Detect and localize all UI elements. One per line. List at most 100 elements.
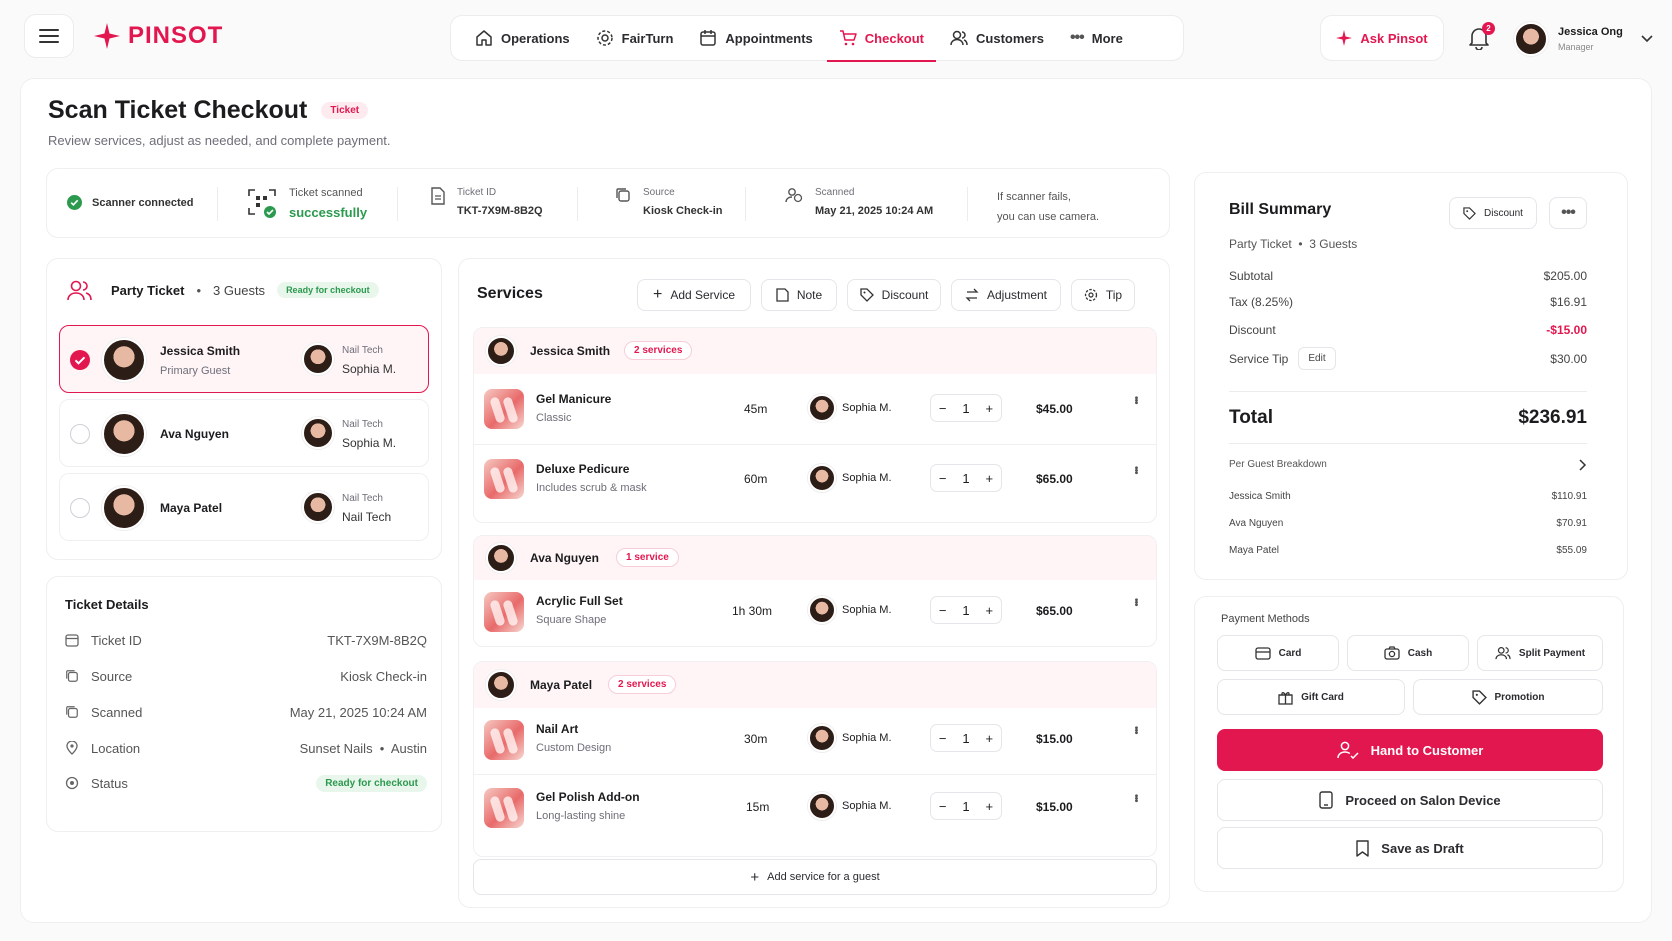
qr-scan-icon	[248, 189, 276, 218]
camera-icon	[1384, 646, 1400, 660]
breakdown-row: Maya Patel $55.09	[1229, 545, 1587, 556]
row-menu-icon[interactable]: •••	[1130, 466, 1141, 474]
ask-pinsot-button[interactable]: Ask Pinsot	[1320, 15, 1444, 61]
ready-badge: Ready for checkout	[277, 282, 379, 298]
row-menu-icon[interactable]: •••	[1130, 396, 1141, 404]
hand-to-customer-button[interactable]: Hand to Customer	[1217, 729, 1603, 771]
service-row[interactable]: Deluxe Pedicure Includes scrub & mask 60…	[474, 444, 1156, 514]
user-name: Jessica Ong	[1558, 26, 1623, 38]
status-circle-icon	[65, 776, 79, 790]
plus-button[interactable]: +	[985, 730, 994, 746]
calendar-icon	[700, 30, 717, 46]
add-service-for-guest-button[interactable]: + Add service for a guest	[473, 859, 1157, 895]
more-options-button[interactable]: •••	[1549, 197, 1587, 229]
guest-avatar	[102, 338, 146, 382]
radio-unselected[interactable]	[70, 424, 90, 444]
tech-avatar	[302, 417, 334, 449]
radio-unselected[interactable]	[70, 498, 90, 518]
service-row[interactable]: Gel Manicure Classic 45m Sophia M. −1 + $…	[474, 374, 1156, 444]
quantity-stepper[interactable]: −1 +	[930, 792, 1002, 820]
tip-button[interactable]: Tip	[1071, 279, 1135, 311]
bill-discount-button[interactable]: Discount	[1449, 197, 1537, 229]
ticket-id-info: Ticket ID TKT-7X9M-8B2Q	[431, 187, 543, 217]
nav-fairturn[interactable]: FairTurn	[584, 16, 686, 60]
tech-name[interactable]: Sophia M.	[842, 800, 892, 812]
note-button[interactable]: Note	[761, 279, 837, 311]
proceed-salon-device-button[interactable]: Proceed on Salon Device	[1217, 779, 1603, 821]
minus-button[interactable]: −	[938, 798, 947, 814]
guest-row[interactable]: Ava Nguyen Nail Tech Sophia M.	[59, 399, 429, 467]
adjustment-button[interactable]: Adjustment	[951, 279, 1061, 311]
service-thumbnail	[484, 720, 524, 760]
page-title: Scan Ticket Checkout	[48, 96, 308, 124]
service-row[interactable]: Acrylic Full Set Square Shape 1h 30m Sop…	[474, 580, 1156, 646]
selected-check-icon[interactable]	[70, 350, 90, 370]
service-group: Ava Nguyen 1 service Acrylic Full Set Sq…	[473, 535, 1157, 647]
service-duration: 60m	[744, 472, 768, 486]
tech-avatar	[808, 724, 836, 752]
discount-button[interactable]: Discount	[847, 279, 941, 311]
minus-button[interactable]: −	[938, 400, 947, 416]
tech-name[interactable]: Sophia M.	[842, 604, 892, 616]
tech-name[interactable]: Sophia M.	[842, 732, 892, 744]
guest-name: Jessica Smith	[160, 344, 241, 358]
cart-icon	[839, 30, 857, 46]
group-header: Jessica Smith 2 services	[474, 328, 1156, 374]
party-header: Party Ticket • 3 Guests Ready for checko…	[67, 279, 379, 301]
minus-button[interactable]: −	[938, 470, 947, 486]
menu-button[interactable]	[24, 14, 74, 58]
hamburger-icon	[39, 29, 59, 43]
row-menu-icon[interactable]: •••	[1130, 598, 1141, 606]
row-menu-icon[interactable]: •••	[1130, 794, 1141, 802]
payment-promotion-button[interactable]: Promotion	[1413, 679, 1603, 715]
payment-split-button[interactable]: Split Payment	[1477, 635, 1603, 671]
user-avatar	[1514, 22, 1548, 56]
edit-tip-button[interactable]: Edit	[1298, 347, 1336, 370]
quantity-stepper[interactable]: −1 +	[930, 464, 1002, 492]
nav-customers[interactable]: Customers	[938, 16, 1056, 60]
nav-checkout[interactable]: Checkout	[826, 16, 937, 62]
service-row[interactable]: Gel Polish Add-on Long-lasting shine 15m…	[474, 774, 1156, 844]
tech-name[interactable]: Sophia M.	[842, 402, 892, 414]
save-as-draft-button[interactable]: Save as Draft	[1217, 827, 1603, 869]
nav-appointments[interactable]: Appointments	[687, 16, 824, 60]
copy-icon	[616, 188, 630, 202]
nav-operations[interactable]: Operations	[463, 16, 582, 60]
user-clock-icon	[785, 188, 803, 203]
service-price: $65.00	[1036, 472, 1073, 486]
plus-button[interactable]: +	[985, 602, 994, 618]
brand-logo[interactable]: PINSOT	[94, 22, 223, 50]
guest-row[interactable]: Jessica Smith Primary Guest Nail Tech So…	[59, 325, 429, 393]
notifications-button[interactable]: 2	[1468, 22, 1495, 52]
payment-card-button[interactable]: Card	[1217, 635, 1339, 671]
row-menu-icon[interactable]: •••	[1130, 726, 1141, 734]
quantity-stepper[interactable]: −1 +	[930, 394, 1002, 422]
per-guest-breakdown-toggle[interactable]: Per Guest Breakdown	[1229, 459, 1587, 471]
quantity-stepper[interactable]: −1 +	[930, 596, 1002, 624]
plus-button[interactable]: +	[985, 470, 994, 486]
service-row[interactable]: Nail Art Custom Design 30m Sophia M. −1 +…	[474, 708, 1156, 774]
page-header: Scan Ticket Checkout Ticket Review servi…	[48, 96, 391, 148]
user-menu[interactable]: Jessica Ong Manager	[1514, 22, 1653, 56]
tech-name[interactable]: Sophia M.	[842, 472, 892, 484]
chevron-right-icon	[1579, 459, 1587, 471]
plus-button[interactable]: +	[985, 400, 994, 416]
guest-row[interactable]: Maya Patel Nail Tech Nail Tech	[59, 473, 429, 541]
tech-avatar	[808, 596, 836, 624]
users-icon	[67, 280, 92, 301]
more-icon: •••	[1069, 29, 1085, 46]
add-service-button[interactable]: + Add Service	[637, 279, 751, 311]
service-duration: 1h 30m	[732, 604, 773, 618]
quantity-stepper[interactable]: −1 +	[930, 724, 1002, 752]
minus-button[interactable]: −	[938, 730, 947, 746]
payment-cash-button[interactable]: Cash	[1347, 635, 1469, 671]
service-price: $15.00	[1036, 732, 1073, 746]
nav-more[interactable]: ••• More	[1069, 29, 1123, 46]
gift-icon	[1278, 691, 1293, 705]
minus-button[interactable]: −	[938, 602, 947, 618]
plus-button[interactable]: +	[985, 798, 994, 814]
payment-gift-card-button[interactable]: Gift Card	[1217, 679, 1405, 715]
home-icon	[476, 30, 492, 46]
group-guest-name: Jessica Smith	[530, 344, 611, 358]
tag-icon	[860, 288, 874, 302]
